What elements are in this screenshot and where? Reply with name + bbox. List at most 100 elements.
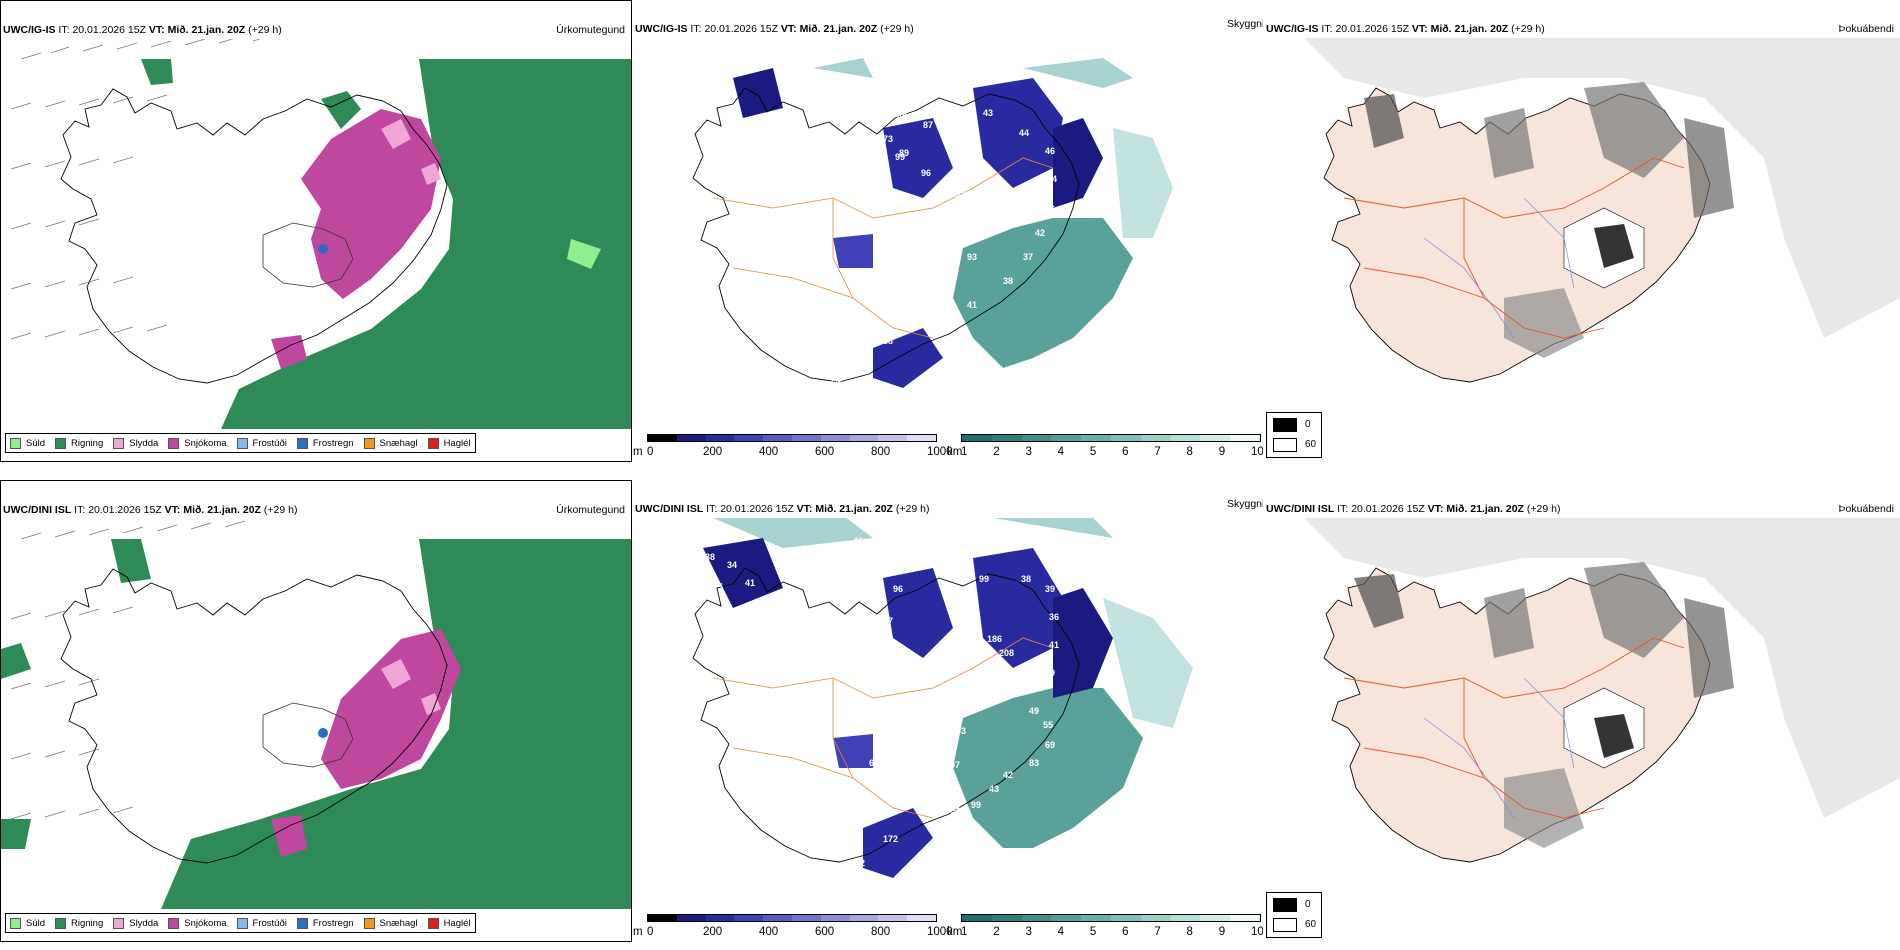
ceiling-label: 55	[1043, 720, 1053, 730]
ceiling-label: 62	[869, 758, 879, 768]
colorbar-tick: 1000	[927, 926, 953, 938]
model-name: UWC/IG-IS	[3, 24, 56, 36]
panel-header: UWC/DINI ISL IT: 20.01.2026 15Z VT: Mið.…	[1266, 502, 1894, 516]
colorbar-tick: 400	[759, 926, 779, 938]
it-value: 20.01.2026 15Z	[72, 24, 146, 36]
it-value: 20.01.2026 15Z	[720, 503, 794, 515]
lead-time: (+29 h)	[895, 503, 930, 515]
product-name: Skyggni	[1227, 498, 1263, 510]
visibility-panel-bottom: UWC/DINI ISL IT: 20.01.2026 15Z VT: Mið.…	[633, 480, 1263, 942]
colorbar-bin	[907, 435, 936, 441]
lead-time: (+29 h)	[880, 23, 914, 35]
ceiling-label: 57	[855, 872, 865, 882]
colorbar-bin	[1170, 915, 1201, 921]
colorbar-unit: km	[947, 926, 963, 938]
legend-item: Haglél	[427, 917, 471, 929]
ceiling-label: 420	[979, 184, 994, 194]
legend-item: Frostúði	[236, 917, 287, 929]
product-name: Úrkomutegund	[556, 24, 625, 36]
ceiling-label: 34	[727, 560, 737, 570]
colorbar-strip	[647, 914, 937, 922]
ceiling-label: 46	[853, 536, 863, 546]
colorbar-tick: 600	[815, 446, 835, 458]
legend-label: Frostregn	[312, 437, 354, 449]
model-name: UWC/DINI ISL	[635, 503, 704, 515]
vt-value: Mið. 21.jan. 20Z	[167, 24, 246, 36]
colorbar-tick: 3	[1025, 446, 1032, 458]
ceiling-label: 43	[989, 784, 999, 794]
ceiling-label: 41	[1049, 640, 1059, 650]
colorbar-bin	[648, 435, 677, 441]
legend-item: Snjókoma	[168, 917, 227, 929]
ceiling-label: 44	[1019, 128, 1029, 138]
ceiling-label: 42	[855, 858, 865, 868]
ceiling-label: 54	[913, 310, 923, 320]
legend-label: Slydda	[129, 437, 159, 449]
ceiling-label: 36	[951, 806, 961, 816]
vt-value: Mið. 21.jan. 20Z	[183, 504, 261, 516]
ceiling-label: 54	[763, 634, 773, 644]
fog-map	[1264, 38, 1900, 428]
ceiling-label: 45	[897, 112, 907, 122]
legend-swatch	[113, 437, 125, 449]
legend-item: Snæhagl	[363, 437, 418, 449]
lead-time: (+29 h)	[263, 504, 298, 516]
legend-label: Súld	[26, 917, 46, 929]
colorbar-bin	[849, 915, 879, 921]
legend-label: Snjókoma	[184, 917, 227, 929]
colorbar-tick: 600	[815, 926, 835, 938]
ceiling-label: 146	[949, 706, 964, 716]
legend-swatch	[363, 917, 375, 929]
it-label: IT:	[706, 503, 718, 515]
fog-legend-swatch-0	[1273, 418, 1297, 432]
colorbar-tick: 8	[1186, 446, 1193, 458]
ceiling-label: 243	[919, 240, 934, 250]
colorbar-bin	[1081, 435, 1111, 441]
colorbar-tick: 2	[993, 926, 1000, 938]
fog-legend-swatch-0	[1273, 898, 1297, 912]
ceiling-label: 36	[839, 888, 849, 898]
colorbar-bin	[705, 435, 735, 441]
colorbar-bin	[878, 915, 908, 921]
vt-value: Mið. 21.jan. 20Z	[815, 503, 893, 515]
ceiling-label: 89	[899, 148, 909, 158]
legend-swatch	[168, 917, 180, 929]
colorbar-tick: 0	[647, 926, 654, 938]
colorbar-bin	[849, 435, 879, 441]
product-name: Úrkomutegund	[556, 504, 625, 516]
colorbar-bin	[820, 435, 850, 441]
legend-swatch	[113, 917, 125, 929]
precip-type-map	[1, 519, 631, 909]
colorbar-bin	[1170, 435, 1201, 441]
colorbar-tick: 3	[1025, 926, 1032, 938]
ceiling-label: 40	[863, 360, 873, 370]
ceiling-colorbar: m 0 200 400 600 800 1000	[633, 434, 953, 462]
legend-item: Frostúði	[236, 437, 287, 449]
vt-value: Mið. 21.jan. 20Z	[799, 23, 878, 35]
it-value: 20.01.2026 15Z	[704, 23, 778, 35]
lead-time: (+29 h)	[248, 24, 282, 36]
ceiling-label: 46	[1045, 146, 1055, 156]
colorbar-bin	[962, 915, 992, 921]
ceiling-label: 955	[939, 744, 954, 754]
colorbar-strip	[647, 434, 937, 442]
fog-legend-bottom: 0 60	[1266, 892, 1322, 938]
fog-panel-bottom: UWC/DINI ISL IT: 20.01.2026 15Z VT: Mið.…	[1264, 480, 1900, 942]
colorbar-bin	[991, 435, 1022, 441]
legend-swatch	[296, 917, 308, 929]
ceiling-label: 172	[883, 834, 898, 844]
ceiling-label: 184	[933, 722, 948, 732]
ceiling-label: 499	[983, 220, 998, 230]
colorbar-bin	[734, 915, 764, 921]
legend-item: Súld	[10, 917, 46, 929]
colorbar-tick: 6	[1122, 926, 1129, 938]
colorbar-bin	[962, 435, 992, 441]
panel-header: UWC/DINI ISL IT: 20.01.2026 15Z VT: Mið.…	[3, 503, 625, 517]
fog-panel-top: UWC/IG-IS IT: 20.01.2026 15Z VT: Mið. 21…	[1264, 0, 1900, 462]
colorbar-tick: 9	[1218, 446, 1226, 458]
ceiling-label: 36	[1049, 612, 1059, 622]
legend-swatch	[168, 437, 180, 449]
legend-swatch	[10, 917, 21, 929]
ceiling-label: 42	[1035, 228, 1045, 238]
ceiling-label: 56	[941, 302, 951, 312]
